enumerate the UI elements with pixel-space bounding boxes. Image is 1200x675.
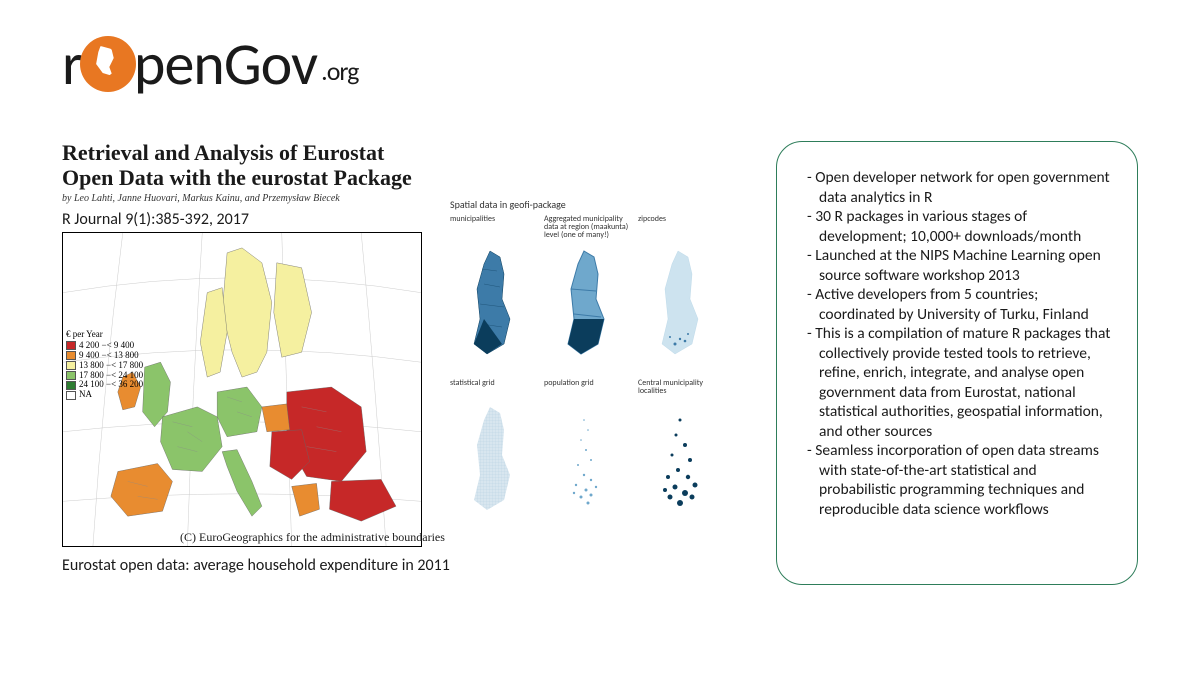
- bullet-item: Active developers from 5 countries; coor…: [807, 285, 1117, 324]
- legend-swatch: [66, 371, 76, 380]
- finland-label: Central municipality localities: [638, 379, 730, 395]
- finland-title: Spatial data in geofi-package: [450, 198, 730, 211]
- finland-label: population grid: [544, 379, 636, 395]
- finland-pop-grid: [544, 397, 636, 527]
- paper-title: Retrieval and Analysis of Eurostat Open …: [62, 140, 422, 191]
- finland-stat-grid: [450, 397, 542, 527]
- legend-swatch: [66, 341, 76, 350]
- finland-small-multiples: Spatial data in geofi-package municipali…: [450, 198, 730, 535]
- bullet-item: Launched at the NIPS Machine Learning op…: [807, 246, 1117, 285]
- logo: r penGov .org: [62, 28, 358, 101]
- finland-label: Aggregated municipality data at region (…: [544, 215, 636, 239]
- bullet-item: Open developer network for open governme…: [807, 168, 1117, 207]
- legend-title: € per Year: [66, 330, 143, 340]
- logo-r: r: [62, 28, 82, 101]
- finland-label: zipcodes: [638, 215, 730, 239]
- bullet-list: Open developer network for open governme…: [807, 168, 1117, 519]
- map-caption: Eurostat open data: average household ex…: [62, 556, 450, 575]
- finland-label: municipalities: [450, 215, 542, 239]
- legend-row: NA: [66, 390, 143, 400]
- bullet-item: This is a compilation of mature R packag…: [807, 324, 1117, 441]
- legend-swatch: [66, 351, 76, 360]
- finland-regions: [544, 241, 636, 371]
- finland-municipalities: [450, 241, 542, 371]
- legend-swatch: [66, 391, 76, 400]
- description-box: Open developer network for open governme…: [776, 141, 1138, 585]
- paper-authors: by Leo Lahti, Janne Huovari, Markus Kain…: [62, 193, 422, 204]
- map-legend: € per Year 4 200 −< 9 400 9 400 −< 13 80…: [66, 330, 143, 400]
- finland-zipcodes: [638, 241, 730, 371]
- legend-swatch: [66, 361, 76, 370]
- legend-swatch: [66, 381, 76, 390]
- logo-suffix: .org: [321, 55, 358, 87]
- logo-text: penGov: [134, 28, 317, 101]
- paper-citation: R Journal 9(1):385-392, 2017: [62, 210, 422, 229]
- bullet-item: 30 R packages in various stages of devel…: [807, 207, 1117, 246]
- bullet-item: Seamless incorporation of open data stre…: [807, 441, 1117, 519]
- finland-label: statistical grid: [450, 379, 542, 395]
- globe-icon: [80, 36, 136, 92]
- legend-row: 24 100 −< 36 200: [66, 380, 143, 390]
- map-copyright: (C) EuroGeographics for the administrati…: [180, 530, 445, 545]
- finland-localities: [638, 397, 730, 527]
- paper-heading: Retrieval and Analysis of Eurostat Open …: [62, 140, 422, 229]
